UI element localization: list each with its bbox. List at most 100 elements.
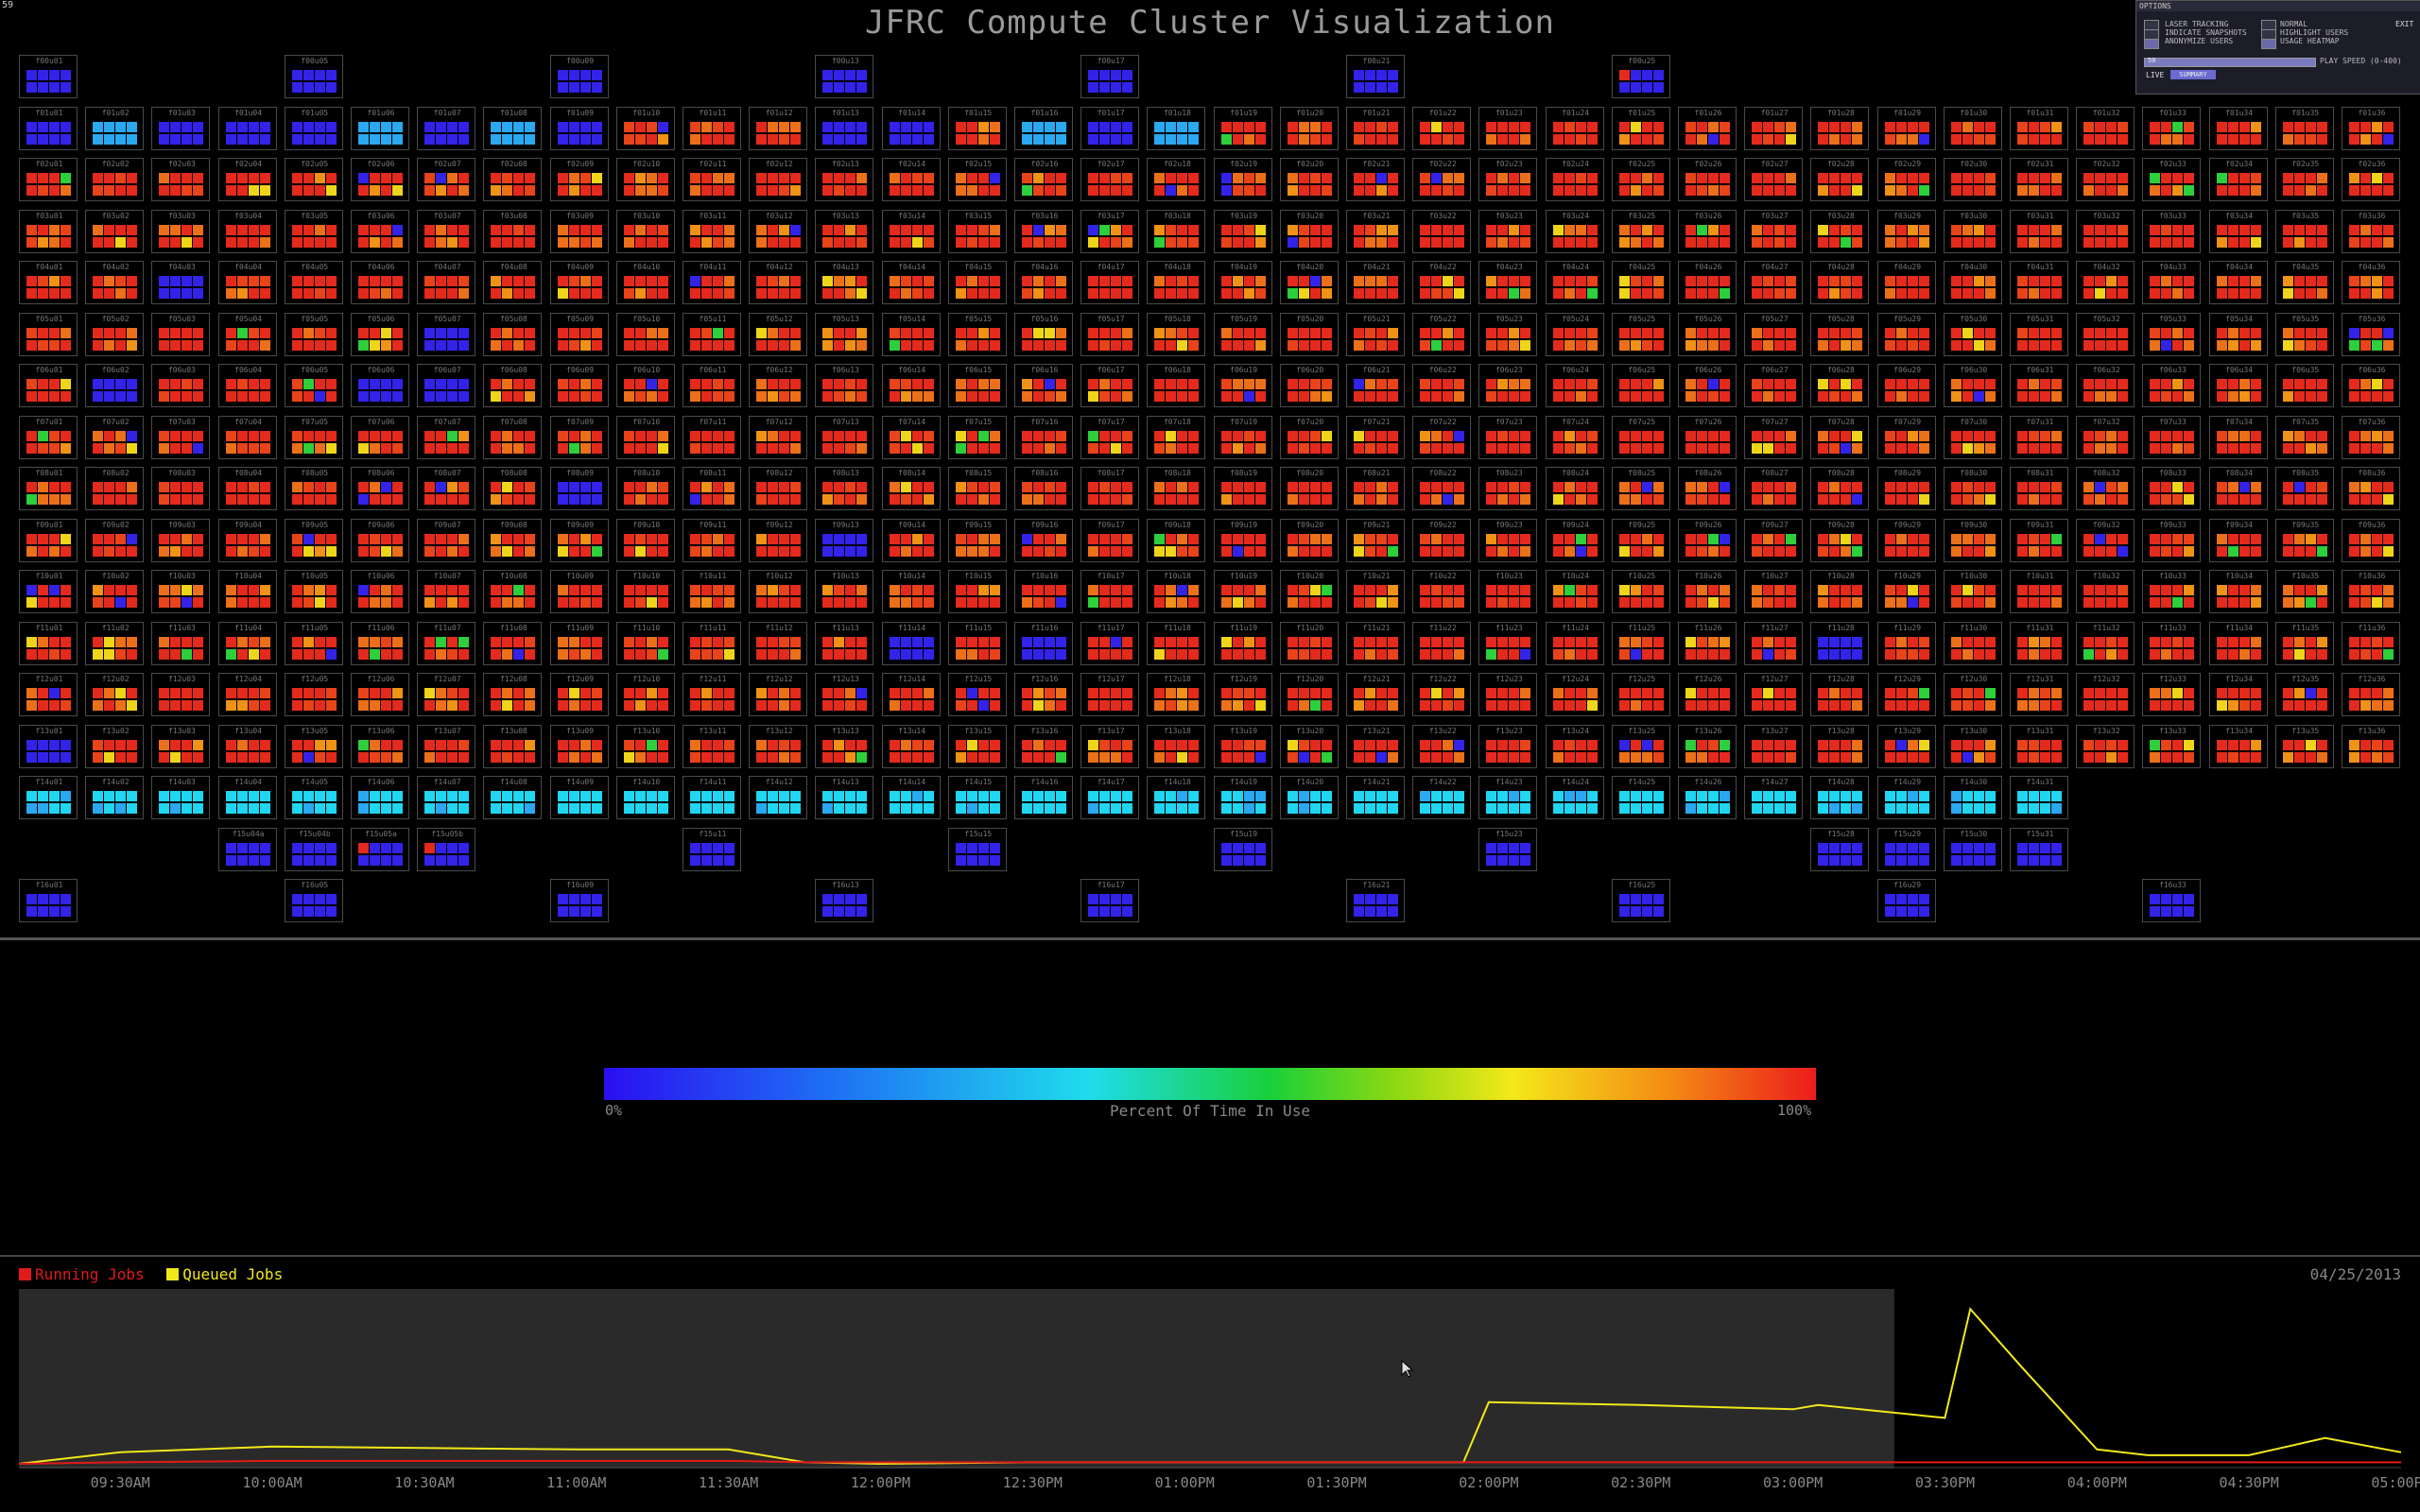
rack[interactable]: f09u17	[1080, 518, 1140, 562]
rack[interactable]: f01u01	[19, 106, 78, 150]
rack[interactable]: f10u20	[1279, 570, 1339, 613]
rack[interactable]: f06u27	[1744, 364, 1804, 407]
rack[interactable]: f08u03	[151, 467, 211, 510]
rack[interactable]: f07u04	[217, 415, 277, 459]
rack[interactable]: f01u22	[1412, 106, 1472, 150]
rack[interactable]: f11u10	[615, 621, 675, 665]
rack[interactable]: f11u16	[1014, 621, 1073, 665]
rack[interactable]: f12u07	[417, 673, 476, 716]
rack[interactable]: f10u02	[85, 570, 145, 613]
rack[interactable]: f11u12	[749, 621, 808, 665]
rack[interactable]: f12u21	[1346, 673, 1405, 716]
rack[interactable]: f11u18	[1147, 621, 1206, 665]
rack[interactable]: f14u12	[749, 776, 808, 819]
rack[interactable]: f01u17	[1080, 106, 1140, 150]
rack[interactable]: f08u04	[217, 467, 277, 510]
rack[interactable]: f07u08	[483, 415, 543, 459]
rack[interactable]: f07u30	[1943, 415, 2002, 459]
rack[interactable]: f12u35	[2274, 673, 2334, 716]
rack[interactable]: f04u06	[351, 261, 409, 304]
rack[interactable]: f13u20	[1279, 724, 1339, 768]
rack[interactable]: f04u09	[549, 261, 609, 304]
rack[interactable]: f02u25	[1611, 158, 1670, 201]
rack[interactable]: f09u34	[2208, 518, 2268, 562]
rack[interactable]: f02u06	[351, 158, 409, 201]
rack[interactable]: f06u03	[151, 364, 211, 407]
rack[interactable]: f08u30	[1943, 467, 2002, 510]
rack[interactable]: f06u31	[2010, 364, 2068, 407]
rack[interactable]: f07u18	[1147, 415, 1206, 459]
rack[interactable]: f02u07	[417, 158, 476, 201]
rack[interactable]: f12u19	[1213, 673, 1272, 716]
rack[interactable]: f08u16	[1014, 467, 1073, 510]
rack[interactable]: f01u35	[2274, 106, 2334, 150]
rack[interactable]: f11u14	[881, 621, 941, 665]
rack[interactable]: f07u02	[85, 415, 145, 459]
rack[interactable]: f11u08	[483, 621, 543, 665]
rack[interactable]: f05u01	[19, 312, 78, 356]
rack[interactable]: f08u29	[1876, 467, 1936, 510]
rack[interactable]: f03u03	[151, 209, 211, 253]
rack[interactable]: f01u12	[749, 106, 808, 150]
rack[interactable]: f05u29	[1876, 312, 1936, 356]
rack[interactable]: f08u33	[2142, 467, 2202, 510]
rack[interactable]: f08u19	[1213, 467, 1272, 510]
rack[interactable]: f09u19	[1213, 518, 1272, 562]
rack[interactable]: f07u12	[749, 415, 808, 459]
rack[interactable]: f06u19	[1213, 364, 1272, 407]
rack[interactable]: f08u01	[19, 467, 78, 510]
rack[interactable]: f01u34	[2208, 106, 2268, 150]
rack[interactable]: f03u16	[1014, 209, 1073, 253]
rack[interactable]: f01u27	[1744, 106, 1804, 150]
rack[interactable]: f05u13	[815, 312, 874, 356]
rack[interactable]: f07u19	[1213, 415, 1272, 459]
rack[interactable]: f11u36	[2342, 621, 2400, 665]
rack[interactable]: f02u36	[2342, 158, 2400, 201]
rack[interactable]: f05u28	[1810, 312, 1870, 356]
rack[interactable]: f09u13	[815, 518, 874, 562]
rack[interactable]: f02u09	[549, 158, 609, 201]
rack[interactable]: f06u36	[2342, 364, 2400, 407]
rack[interactable]: f11u07	[417, 621, 476, 665]
rack[interactable]: f06u13	[815, 364, 874, 407]
rack[interactable]: f06u17	[1080, 364, 1140, 407]
rack[interactable]: f03u32	[2076, 209, 2135, 253]
rack[interactable]: f09u36	[2342, 518, 2400, 562]
rack[interactable]: f02u21	[1346, 158, 1405, 201]
rack[interactable]: f11u03	[151, 621, 211, 665]
rack[interactable]: f06u07	[417, 364, 476, 407]
rack[interactable]: f02u08	[483, 158, 543, 201]
rack[interactable]: f10u33	[2142, 570, 2202, 613]
rack[interactable]: f04u03	[151, 261, 211, 304]
rack[interactable]: f06u24	[1545, 364, 1604, 407]
rack[interactable]: f10u04	[217, 570, 277, 613]
rack[interactable]: f03u23	[1478, 209, 1538, 253]
rack[interactable]: f04u02	[85, 261, 145, 304]
rack[interactable]: f09u06	[351, 518, 409, 562]
rack[interactable]: f02u19	[1213, 158, 1272, 201]
rack[interactable]: f05u22	[1412, 312, 1472, 356]
rack[interactable]: f04u11	[683, 261, 741, 304]
rack[interactable]: f13u19	[1213, 724, 1272, 768]
rack[interactable]: f05u15	[947, 312, 1007, 356]
rack[interactable]: f01u30	[1943, 106, 2002, 150]
rack[interactable]: f11u11	[683, 621, 741, 665]
rack[interactable]: f06u30	[1943, 364, 2002, 407]
rack[interactable]: f08u21	[1346, 467, 1405, 510]
rack[interactable]: f03u15	[947, 209, 1007, 253]
rack[interactable]: f14u16	[1014, 776, 1073, 819]
rack[interactable]: f13u06	[351, 724, 409, 768]
rack[interactable]: f00u25	[1611, 55, 1670, 98]
rack[interactable]: f01u13	[815, 106, 874, 150]
rack[interactable]: f14u03	[151, 776, 211, 819]
rack[interactable]: f12u09	[549, 673, 609, 716]
rack[interactable]: f07u16	[1014, 415, 1073, 459]
rack[interactable]: f02u17	[1080, 158, 1140, 201]
rack[interactable]: f02u22	[1412, 158, 1472, 201]
rack[interactable]: f11u32	[2076, 621, 2135, 665]
rack[interactable]: f10u15	[947, 570, 1007, 613]
rack[interactable]: f08u28	[1810, 467, 1870, 510]
rack[interactable]: f09u35	[2274, 518, 2334, 562]
rack[interactable]: f07u22	[1412, 415, 1472, 459]
rack[interactable]: f01u25	[1611, 106, 1670, 150]
